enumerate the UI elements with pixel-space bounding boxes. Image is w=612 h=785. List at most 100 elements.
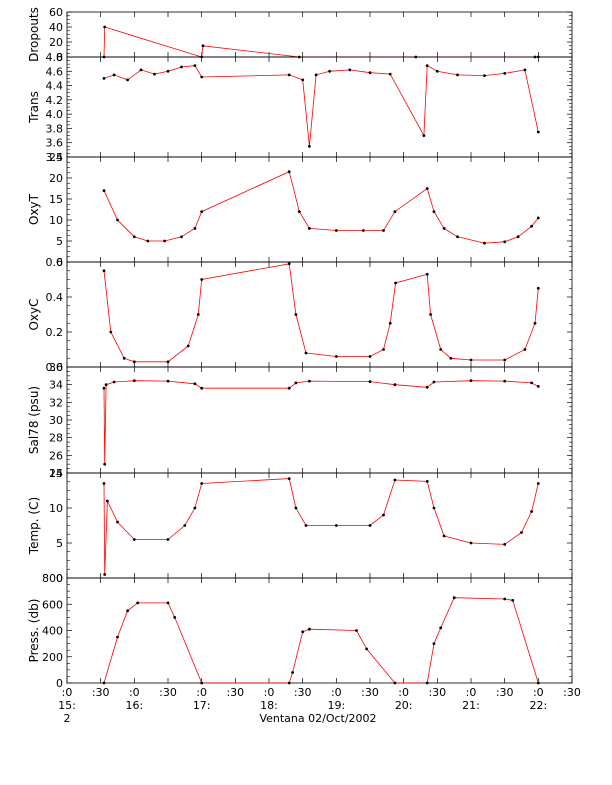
data-point bbox=[294, 313, 298, 316]
data-point bbox=[132, 538, 136, 541]
data-point bbox=[166, 360, 170, 364]
data-point bbox=[112, 380, 116, 384]
data-point bbox=[355, 629, 358, 632]
data-point bbox=[166, 601, 170, 605]
data-point bbox=[287, 386, 291, 390]
data-point bbox=[439, 348, 443, 351]
data-point bbox=[425, 272, 429, 276]
data-point bbox=[536, 286, 540, 290]
data-point bbox=[520, 531, 523, 534]
data-point bbox=[388, 321, 392, 325]
data-point bbox=[432, 642, 436, 645]
data-point bbox=[132, 379, 136, 383]
data-point bbox=[449, 356, 453, 360]
y-axis-title: OxyC bbox=[27, 298, 41, 330]
x-hour-label: 21: bbox=[462, 699, 480, 712]
data-point bbox=[116, 635, 119, 639]
data-point bbox=[422, 134, 426, 138]
y-tick-label: 60 bbox=[49, 6, 63, 19]
data-point bbox=[530, 224, 533, 228]
panel-4: 0.0 0.2 0.4 0.6 OxyC bbox=[27, 256, 573, 374]
data-point bbox=[368, 355, 372, 358]
data-point bbox=[536, 385, 540, 388]
y-tick-label: 10 bbox=[49, 502, 63, 515]
panel-frame bbox=[66, 366, 573, 474]
series-line bbox=[103, 171, 539, 244]
data-point bbox=[503, 597, 507, 601]
data-point bbox=[439, 626, 443, 630]
y-tick-label: 26 bbox=[49, 449, 63, 462]
x-tick-label: :30 bbox=[496, 686, 514, 699]
x-tick-label: :0 bbox=[129, 686, 140, 699]
y-tick-label: 0 bbox=[56, 51, 63, 64]
x-axis-title: Ventana 02/Oct/2002 bbox=[259, 712, 376, 725]
y-tick-label: 15 bbox=[49, 193, 63, 206]
y-tick-label: 20 bbox=[49, 36, 63, 49]
data-point bbox=[516, 235, 520, 239]
data-point bbox=[166, 538, 170, 541]
x-tick-label: :0 bbox=[264, 686, 275, 699]
data-point bbox=[102, 681, 106, 685]
x-tick-label: :30 bbox=[428, 686, 446, 699]
y-tick-label: 5 bbox=[56, 537, 63, 550]
data-point bbox=[166, 69, 170, 73]
y-tick-label: 5 bbox=[56, 235, 63, 248]
y-tick-label: 32 bbox=[49, 396, 63, 409]
y-tick-label: 0 bbox=[56, 572, 63, 585]
data-point bbox=[536, 130, 540, 134]
data-point bbox=[139, 68, 143, 72]
data-point bbox=[382, 513, 385, 517]
data-point bbox=[442, 534, 446, 538]
data-point bbox=[328, 69, 331, 73]
series-line bbox=[103, 26, 539, 58]
data-point bbox=[425, 480, 429, 483]
data-point bbox=[126, 609, 129, 613]
data-point bbox=[297, 210, 301, 214]
data-point bbox=[368, 524, 372, 527]
data-point bbox=[503, 240, 507, 244]
x-tick-label: :30 bbox=[226, 686, 244, 699]
data-point bbox=[301, 78, 305, 82]
x-tick-label: :30 bbox=[159, 686, 177, 699]
y-tick-label: 10 bbox=[49, 214, 63, 227]
x-tick-label: :0 bbox=[196, 686, 207, 699]
y-tick-label: 30 bbox=[49, 414, 63, 427]
series-line bbox=[103, 64, 539, 147]
data-point bbox=[435, 69, 439, 73]
data-point bbox=[102, 482, 106, 485]
panel-7: 0 200 400 600 800 Press. (db) bbox=[27, 572, 573, 690]
y-axis-title: Press. (db) bbox=[27, 599, 41, 663]
y-tick-label: 36 bbox=[49, 361, 63, 374]
series-line bbox=[103, 263, 539, 363]
panel-3: 0 5 10 15 20 25 OxyT bbox=[27, 151, 573, 269]
data-point bbox=[287, 170, 291, 174]
data-point bbox=[180, 65, 183, 69]
y-tick-label: 3.8 bbox=[46, 122, 64, 135]
data-point bbox=[136, 601, 140, 605]
y-tick-label: 0.2 bbox=[46, 326, 64, 339]
data-point bbox=[425, 64, 429, 67]
data-point bbox=[193, 506, 197, 510]
data-point bbox=[536, 681, 540, 685]
data-point bbox=[308, 144, 311, 148]
data-point bbox=[432, 380, 436, 384]
x-tick-label: :0 bbox=[533, 686, 544, 699]
y-tick-label: 4.6 bbox=[46, 65, 64, 78]
x-hour-label: 16: bbox=[125, 699, 143, 712]
data-point bbox=[126, 78, 129, 82]
data-point bbox=[287, 477, 291, 480]
y-tick-label: 40 bbox=[49, 21, 63, 34]
data-point bbox=[452, 596, 456, 600]
series-line bbox=[103, 380, 539, 465]
y-axis-title: Sal78 (psu) bbox=[27, 386, 41, 454]
data-point bbox=[536, 482, 540, 485]
data-point bbox=[456, 73, 459, 77]
data-point bbox=[301, 630, 305, 634]
data-point bbox=[503, 543, 507, 546]
panel-5: 24 26 28 30 32 34 36 Sal78 (psu) bbox=[27, 361, 573, 480]
y-tick-label: 600 bbox=[42, 598, 63, 611]
data-point bbox=[294, 506, 298, 510]
panel-frame bbox=[66, 577, 573, 684]
data-point bbox=[196, 313, 200, 316]
data-point bbox=[365, 647, 368, 651]
